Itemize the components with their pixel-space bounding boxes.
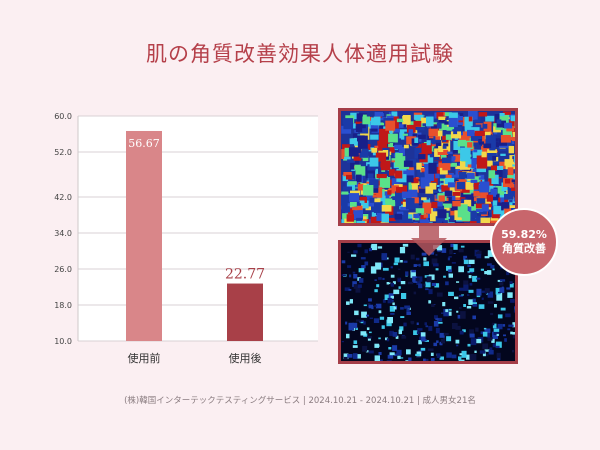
bar-chart: 60.0 52.0 42.0 34.0 26.0 18.0 10.0 56.67 使用前 22.7…: [50, 108, 320, 370]
improvement-percent: 59.82%: [501, 228, 547, 241]
before-skin-map: [341, 111, 515, 223]
footer-note: (株)韓国インターテックテスティングサービス | 2024.10.21 - 20…: [124, 396, 476, 406]
y-tick-label: 42.0: [54, 193, 72, 202]
y-tick-label: 10.0: [54, 337, 72, 346]
y-tick-label: 52.0: [54, 148, 72, 157]
improvement-label: 角質改善: [502, 242, 546, 255]
y-tick-label: 60.0: [54, 112, 72, 121]
after-skin-map: [341, 243, 515, 361]
bar-after: [227, 283, 263, 341]
y-tick-label: 34.0: [54, 229, 72, 238]
after-skin-image: [338, 240, 518, 364]
plot-area: [78, 116, 318, 341]
y-tick-label: 18.0: [54, 301, 72, 310]
bar-before: [126, 130, 162, 341]
y-tick-label: 26.0: [54, 265, 72, 274]
data-label: 56.67: [128, 137, 160, 150]
data-label: 22.77: [225, 267, 265, 283]
improvement-badge: 59.82% 角質改善: [490, 208, 558, 276]
x-category-label: 使用前: [128, 351, 161, 365]
x-category-label: 使用後: [229, 351, 262, 365]
before-skin-image: [338, 108, 518, 226]
chart-title: 肌の角質改善効果人体適用試験: [146, 42, 454, 66]
down-arrow-icon: [411, 226, 447, 256]
bar-chart-svg: 60.0 52.0 42.0 34.0 26.0 18.0 10.0 56.67 使用前 22.7…: [54, 112, 318, 365]
